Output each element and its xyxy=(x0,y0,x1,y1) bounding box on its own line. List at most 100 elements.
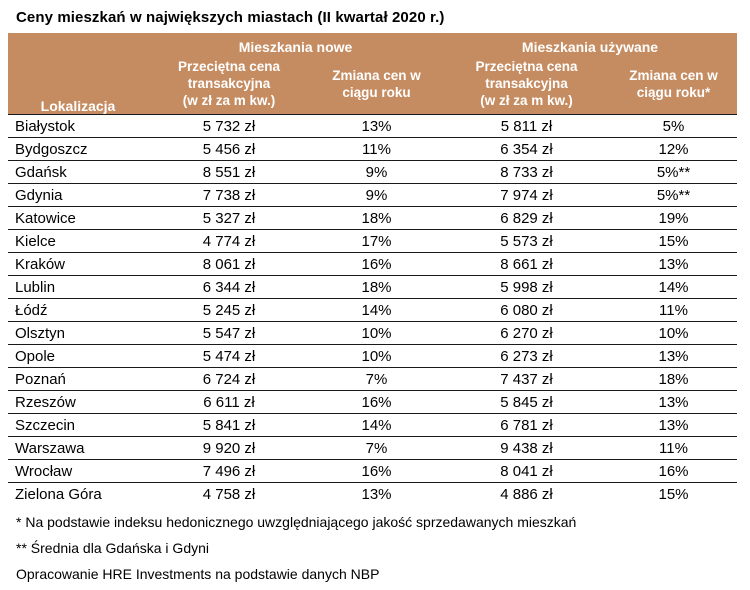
table-header: Lokalizacja Mieszkania nowe Mieszkania u… xyxy=(8,33,738,115)
used-price-cell: 6 829 zł xyxy=(443,206,610,230)
used-change-cell: 5%** xyxy=(610,183,738,207)
used-price-cell: 8 733 zł xyxy=(443,160,610,184)
used-price-cell: 7 437 zł xyxy=(443,367,610,391)
column-header-row: Przeciętna cena transakcyjna (w zł za m … xyxy=(8,55,738,115)
used-change-cell: 13% xyxy=(610,413,738,437)
column-header-new-price: Przeciętna cena transakcyjna (w zł za m … xyxy=(148,55,310,115)
new-price-cell: 5 547 zł xyxy=(148,321,310,345)
new-price-cell: 6 611 zł xyxy=(148,390,310,414)
city-cell: Białystok xyxy=(8,114,148,138)
used-price-cell: 6 273 zł xyxy=(443,344,610,368)
used-change-cell: 12% xyxy=(610,137,738,161)
table-row: Lublin 6 344 zł 18% 5 998 zł 14% xyxy=(8,275,738,299)
table-row: Kielce 4 774 zł 17% 5 573 zł 15% xyxy=(8,229,738,253)
new-change-cell: 9% xyxy=(310,160,443,184)
new-change-cell: 16% xyxy=(310,459,443,483)
column-header-used-price: Przeciętna cena transakcyjna (w zł za m … xyxy=(443,55,610,115)
used-price-cell: 5 845 zł xyxy=(443,390,610,414)
used-change-cell: 11% xyxy=(610,298,738,322)
city-cell: Gdynia xyxy=(8,183,148,207)
used-price-cell: 7 974 zł xyxy=(443,183,610,207)
group-header-row: Lokalizacja Mieszkania nowe Mieszkania u… xyxy=(8,33,738,115)
table-row: Rzeszów 6 611 zł 16% 5 845 zł 13% xyxy=(8,390,738,414)
used-price-cell: 5 573 zł xyxy=(443,229,610,253)
city-cell: Wrocław xyxy=(8,459,148,483)
new-price-cell: 5 732 zł xyxy=(148,114,310,138)
used-change-cell: 13% xyxy=(610,252,738,276)
group-header-new: Mieszkania nowe xyxy=(148,33,443,55)
new-change-cell: 18% xyxy=(310,275,443,299)
city-cell: Poznań xyxy=(8,367,148,391)
page: Ceny mieszkań w największych miastach (I… xyxy=(0,9,750,590)
used-price-cell: 5 998 zł xyxy=(443,275,610,299)
used-change-cell: 13% xyxy=(610,390,738,414)
table-row: Opole 5 474 zł 10% 6 273 zł 13% xyxy=(8,344,738,368)
new-price-cell: 5 474 zł xyxy=(148,344,310,368)
city-cell: Olsztyn xyxy=(8,321,148,345)
table-row: Kraków 8 061 zł 16% 8 661 zł 13% xyxy=(8,252,738,276)
city-cell: Opole xyxy=(8,344,148,368)
new-price-cell: 5 456 zł xyxy=(148,137,310,161)
table-row: Łódź 5 245 zł 14% 6 080 zł 11% xyxy=(8,298,738,322)
new-price-cell: 5 841 zł xyxy=(148,413,310,437)
city-cell: Kraków xyxy=(8,252,148,276)
source-credit: Opracowanie HRE Investments na podstawie… xyxy=(16,566,380,582)
city-cell: Łódź xyxy=(8,298,148,322)
table-row: Katowice 5 327 zł 18% 6 829 zł 19% xyxy=(8,206,738,230)
city-cell: Zielona Góra xyxy=(15,485,102,503)
used-change-cell: 10% xyxy=(610,321,738,345)
city-cell: Kielce xyxy=(8,229,148,253)
used-change-cell: 14% xyxy=(610,275,738,299)
new-price-cell: 5 245 zł xyxy=(148,298,310,322)
group-header-used: Mieszkania używane xyxy=(443,33,738,55)
new-price-cell: 4 774 zł xyxy=(148,229,310,253)
new-change-cell: 10% xyxy=(310,321,443,345)
city-cell: Rzeszów xyxy=(8,390,148,414)
used-price-cell: 6 781 zł xyxy=(443,413,610,437)
new-change-cell: 16% xyxy=(310,390,443,414)
used-price-cell: 6 354 zł xyxy=(443,137,610,161)
city-cell: Katowice xyxy=(8,206,148,230)
new-change-cell: 14% xyxy=(310,298,443,322)
used-price-cell: 8 041 zł xyxy=(443,459,610,483)
new-price-cell: 8 061 zł xyxy=(148,252,310,276)
footnotes: * Na podstawie indeksu hedonicznego uwzg… xyxy=(16,514,750,582)
footnote-gdansk-gdynia-average: ** Średnia dla Gdańska i Gdyni xyxy=(16,540,209,556)
used-change-cell: 18% xyxy=(610,367,738,391)
new-change-cell: 17% xyxy=(310,229,443,253)
new-price-cell: 8 551 zł xyxy=(148,160,310,184)
table-row: Białystok 5 732 zł 13% 5 811 zł 5% xyxy=(8,114,738,138)
new-price-cell: 9 920 zł xyxy=(148,436,310,460)
used-price-cell: 5 811 zł xyxy=(443,114,610,138)
used-change-cell: 5% xyxy=(610,114,738,138)
used-price-cell: 6 080 zł xyxy=(443,298,610,322)
new-change-cell: 10% xyxy=(310,344,443,368)
used-change-cell: 11% xyxy=(610,436,738,460)
new-change-cell: 9% xyxy=(310,183,443,207)
new-change-cell: 14% xyxy=(310,413,443,437)
column-header-used-change: Zmiana cen w ciągu roku* xyxy=(610,55,738,115)
table-row: Gdynia 7 738 zł 9% 7 974 zł 5%** xyxy=(8,183,738,207)
column-header-location: Lokalizacja xyxy=(8,33,148,115)
footnote-hedonic-index: * Na podstawie indeksu hedonicznego uwzg… xyxy=(16,514,577,530)
used-change-cell: 13% xyxy=(610,344,738,368)
new-change-cell: 18% xyxy=(310,206,443,230)
table-row: Szczecin 5 841 zł 14% 6 781 zł 13% xyxy=(8,413,738,437)
used-change-cell: 19% xyxy=(610,206,738,230)
used-price-cell: 9 438 zł xyxy=(443,436,610,460)
used-price-cell: 6 270 zł xyxy=(443,321,610,345)
new-change-cell: 11% xyxy=(310,137,443,161)
used-change-cell: 15% xyxy=(658,485,689,503)
new-change-cell: 13% xyxy=(361,485,392,503)
table-row: Zielona Góra 4 758 zł 13% 4 886 zł 15% xyxy=(8,483,737,506)
used-change-cell: 15% xyxy=(610,229,738,253)
column-header-new-change: Zmiana cen w ciągu roku xyxy=(310,55,443,115)
table-row: Poznań 6 724 zł 7% 7 437 zł 18% xyxy=(8,367,738,391)
city-cell: Lublin xyxy=(8,275,148,299)
new-price-cell: 4 758 zł xyxy=(202,485,256,503)
used-price-cell: 4 886 zł xyxy=(500,485,553,503)
new-price-cell: 7 496 zł xyxy=(148,459,310,483)
new-change-cell: 16% xyxy=(310,252,443,276)
table-row: Wrocław 7 496 zł 16% 8 041 zł 16% xyxy=(8,459,738,483)
city-cell: Warszawa xyxy=(8,436,148,460)
